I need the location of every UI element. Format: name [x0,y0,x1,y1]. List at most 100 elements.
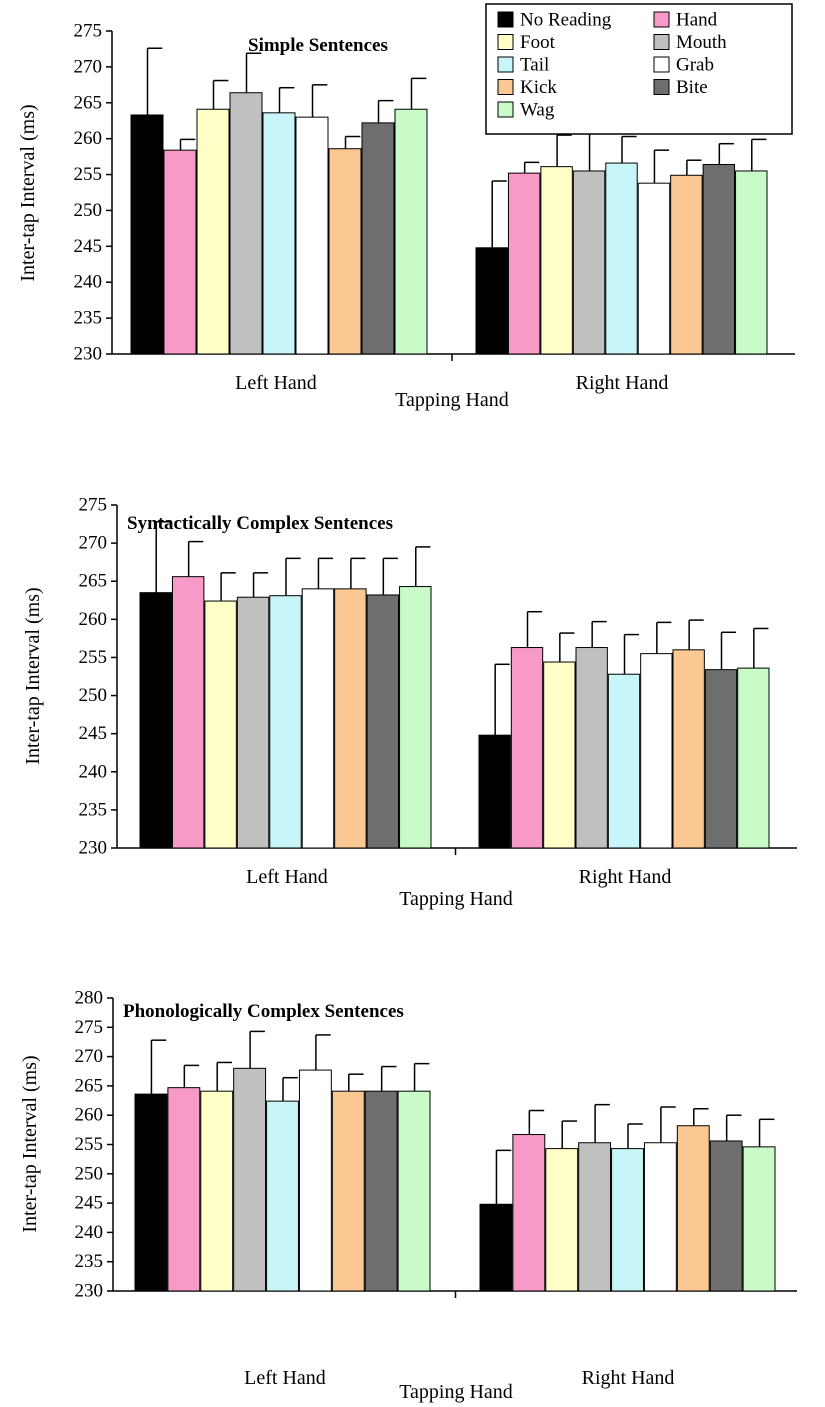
legend-item: Kick [497,77,557,98]
x-axis-label: Tapping Hand [395,389,509,411]
bar-foot [540,166,573,355]
bar-tail [266,1100,299,1292]
bar-kick [334,588,367,849]
bar-mouth [575,647,608,849]
legend-label: Foot [520,32,556,53]
y-tick-label: 260 [79,609,108,630]
y-tick-label: 275 [79,495,108,516]
chart-title: Phonologically Complex Sentences [123,1001,404,1022]
legend-label: No Reading [520,10,612,31]
legend-swatch [497,101,514,118]
bar-kick [676,1125,710,1292]
bar-mouth [236,596,270,849]
y-axis-label: Inter-tap Interval (ms) [22,587,44,764]
x-axis-label: Tapping Hand [399,888,513,910]
legend-label: Tail [520,55,549,76]
chart-title: Syntactically Complex Sentences [127,513,393,534]
y-tick-label: 250 [79,685,108,706]
y-tick-label: 240 [75,1222,104,1243]
bar-mouth [572,170,606,355]
legend-label: Hand [676,10,718,31]
legend-box [485,3,793,135]
bar-hand [171,576,205,849]
chart-panel-3: Phonologically Complex Sentences 280 275 27… [19,988,797,1403]
legend-item: Mouth [653,32,727,53]
x-category-label: Left Hand [246,866,328,888]
legend-label: Grab [676,55,714,76]
legend-item: Foot [497,32,556,53]
x-category-label: Left Hand [244,1367,326,1389]
bar-kick [672,649,705,849]
bar-grab [640,653,673,849]
bar-bite [366,594,400,849]
legend-item: Hand [653,10,718,31]
y-tick-label: 265 [74,92,103,113]
bar-bite [704,669,738,849]
chart-panel-1: Simple Sentences 275 270 265 260 255 250 245 240… [17,21,795,411]
y-tick-label: 255 [75,1134,104,1155]
legend-item: Tail [497,55,549,76]
bar-hand [507,172,541,355]
bar-bite [364,1090,398,1292]
y-tick-label: 235 [75,1251,104,1272]
y-tick-label: 270 [79,533,108,554]
bar-tail [607,673,641,849]
bar-no-reading [479,1203,513,1292]
bar-kick [670,174,703,355]
y-tick-label: 280 [75,988,104,1009]
y-axis-label: Inter-tap Interval (ms) [19,1055,41,1232]
bar-wag [399,586,432,849]
legend-swatch [653,56,670,73]
y-tick-label: 235 [79,799,108,820]
bar-wag [394,108,428,355]
bar-kick [331,1090,365,1292]
bar-tail [269,595,302,849]
bar-mouth [233,1067,267,1292]
bar-mouth [578,1142,612,1292]
legend-swatch [497,11,514,28]
bar-grab [295,116,329,355]
bar-tail [262,112,296,355]
legend-item: No Reading [497,10,612,31]
y-tick-label: 240 [74,272,103,293]
legend-label: Mouth [676,32,727,53]
bar-foot [545,1148,579,1292]
legend-item: Grab [653,55,714,76]
y-tick-label: 270 [74,56,103,77]
y-tick-label: 240 [79,761,108,782]
y-tick-label: 250 [74,200,103,221]
y-tick-label: 260 [74,128,103,149]
bar-wag [742,1146,776,1292]
y-tick-label: 245 [79,723,108,744]
y-tick-label: 245 [75,1193,104,1214]
x-category-label: Right Hand [582,1367,675,1389]
bar-bite [702,164,736,355]
legend-label: Wag [520,100,555,121]
y-axis-label: Inter-tap Interval (ms) [17,104,39,281]
legend-swatch [653,11,670,28]
y-tick-label: 245 [74,236,103,257]
y-tick-label: 235 [74,308,103,329]
y-tick-label: 255 [79,647,108,668]
y-tick-label: 260 [75,1105,104,1126]
bar-no-reading [130,114,164,355]
y-tick-label: 270 [75,1046,104,1067]
x-category-label: Left Hand [235,372,317,394]
bar-grab [637,182,671,355]
legend-swatch [653,34,670,50]
bar-wag [735,170,768,355]
y-tick-label: 255 [74,164,103,185]
bar-grab [301,588,335,849]
bar-tail [605,162,638,355]
bar-foot [543,661,576,849]
bar-no-reading [478,734,511,849]
bar-no-reading [134,1093,168,1292]
y-tick-label: 265 [79,571,108,592]
bar-foot [204,600,237,849]
legend-swatch [497,79,514,95]
x-category-label: Right Hand [579,866,672,888]
y-tick-label: 230 [75,1281,104,1302]
y-tick-label: 230 [74,344,103,365]
bar-foot [196,108,230,355]
